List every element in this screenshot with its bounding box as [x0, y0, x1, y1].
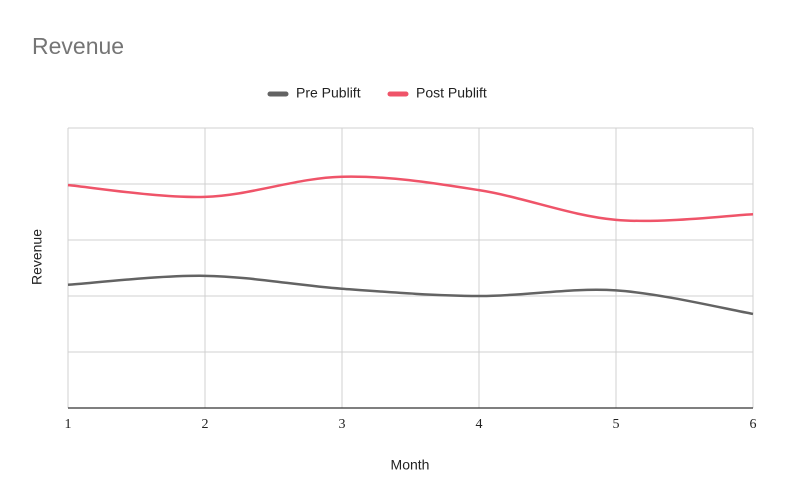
x-tick-label: 3 — [339, 417, 346, 432]
x-tick-label: 5 — [613, 417, 620, 432]
x-tick-label: 6 — [750, 417, 757, 432]
x-tick-label: 4 — [476, 417, 483, 432]
chart-title: Revenue — [32, 33, 124, 59]
series-line — [67, 175, 754, 223]
x-axis-label: Month — [391, 457, 430, 473]
series-line — [67, 274, 754, 316]
y-axis-label: Revenue — [29, 229, 45, 285]
x-tick-label: 1 — [65, 417, 72, 432]
legend-label: Post Publift — [416, 85, 487, 101]
x-tick-label: 2 — [202, 417, 209, 432]
legend-label: Pre Publift — [296, 85, 361, 101]
